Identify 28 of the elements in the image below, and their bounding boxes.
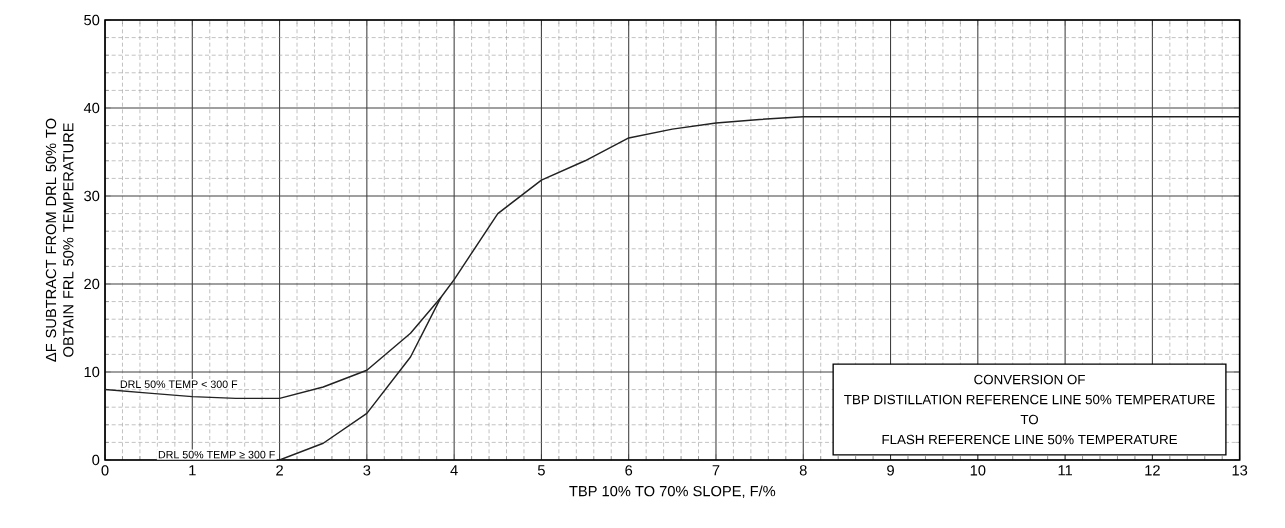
- x-tick-label: 4: [450, 465, 458, 476]
- y-tick-label: 50: [84, 14, 100, 26]
- x-tick-label: 6: [625, 465, 633, 476]
- x-tick-label: 9: [887, 465, 894, 476]
- x-tick-label: 12: [1145, 465, 1160, 476]
- y-tick-label: 10: [84, 366, 100, 378]
- x-tick-label: 5: [537, 465, 545, 476]
- y-tick-label: 40: [83, 102, 100, 114]
- series-label: DRL 50% TEMP ≥ 300 F: [158, 450, 275, 459]
- y-tick-label: 20: [84, 278, 100, 290]
- annotation: TBP DISTILLATION REFERENCE LINE 50% TEMPERATURE: [844, 394, 1215, 405]
- x-tick-label: 11: [1058, 465, 1072, 476]
- y-tick-label: 30: [84, 190, 100, 202]
- y-tick-label: 0: [92, 454, 100, 466]
- annotation: FLASH REFERENCE LINE 50% TEMPERATURE: [882, 434, 1177, 445]
- x-tick-label: 13: [1232, 465, 1248, 476]
- series-label: DRL 50% TEMP < 300 F: [120, 380, 238, 388]
- x-tick-label: 10: [970, 465, 986, 476]
- annotation: CONVERSION OF: [974, 374, 1085, 385]
- x-tick-label: 2: [276, 465, 283, 476]
- x-tick-label: 3: [363, 465, 371, 476]
- x-tick-label: 8: [799, 465, 807, 476]
- x-tick-label: 0: [101, 465, 109, 476]
- x-tick-label: 1: [189, 465, 196, 476]
- annotation: TO: [1020, 414, 1039, 425]
- y-axis-title: ΔF SUBTRACT FROM DRL 50% TO OBTAIN FRL 50% TEMPERATURE: [45, 118, 74, 362]
- x-tick-label: 7: [712, 465, 720, 476]
- x-axis-title: TBP 10% TO 70% SLOPE, F/%: [569, 485, 776, 499]
